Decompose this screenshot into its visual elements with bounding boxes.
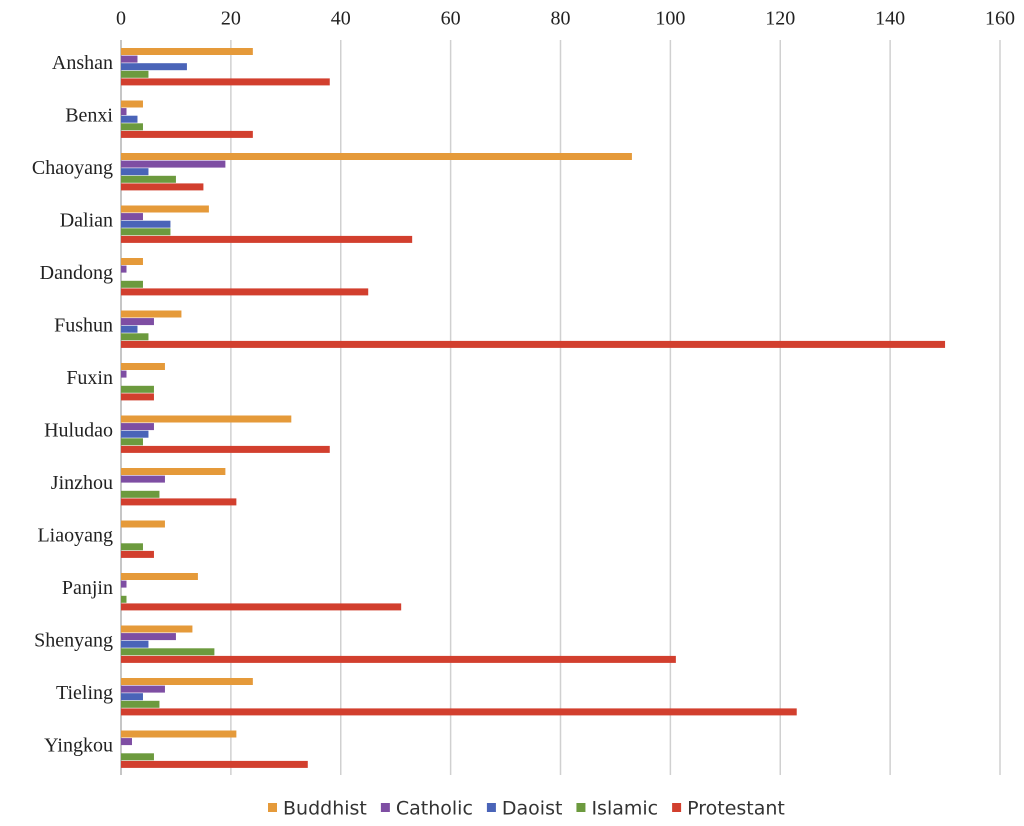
bar — [121, 340, 946, 348]
bar — [121, 430, 149, 438]
bar — [121, 370, 127, 378]
bar — [121, 310, 182, 318]
bar — [121, 213, 143, 221]
bar — [121, 63, 187, 71]
bar — [121, 543, 143, 551]
bar — [121, 70, 149, 78]
bar — [121, 385, 154, 393]
legend-label: Buddhist — [283, 798, 367, 820]
bar — [121, 603, 402, 611]
bar — [121, 700, 160, 708]
bar — [121, 738, 132, 746]
bar — [121, 640, 149, 648]
bar — [121, 438, 143, 446]
bar — [121, 625, 193, 633]
bar — [121, 168, 149, 176]
bar — [121, 730, 237, 738]
legend-swatch — [380, 803, 390, 812]
bar — [121, 573, 198, 580]
bar — [121, 153, 632, 160]
legend-swatch — [268, 803, 277, 812]
bar — [121, 678, 253, 685]
legend-swatch — [486, 803, 496, 812]
x-tick-label: 20 — [221, 8, 241, 30]
bar — [121, 55, 138, 63]
bar — [121, 445, 330, 453]
y-tick-label: Huludao — [44, 419, 113, 441]
bar — [121, 595, 127, 603]
bar — [121, 100, 143, 108]
bar — [121, 760, 308, 768]
y-tick-label: Dandong — [40, 262, 113, 284]
y-tick-label: Panjin — [62, 577, 113, 599]
bar — [121, 490, 160, 498]
x-tick-label: 100 — [655, 8, 685, 30]
bar — [121, 123, 143, 131]
bar — [121, 423, 154, 431]
legend-label: Islamic — [591, 798, 658, 820]
y-tick-label: Shenyang — [34, 629, 113, 651]
bar — [121, 108, 127, 116]
y-tick-label: Liaoyang — [37, 524, 113, 546]
bar — [121, 655, 676, 663]
bar — [121, 498, 237, 506]
bar — [121, 708, 797, 716]
bar — [121, 288, 369, 296]
y-tick-label: Yingkou — [44, 734, 113, 756]
bar — [121, 265, 127, 273]
bar — [121, 685, 165, 693]
x-tick-label: 140 — [875, 8, 905, 30]
x-tick-label: 160 — [985, 8, 1015, 30]
bar — [121, 48, 253, 55]
x-tick-label: 0 — [116, 8, 126, 30]
x-tick-label: 40 — [331, 8, 351, 30]
bar — [121, 550, 154, 558]
y-tick-label: Fushun — [54, 314, 113, 336]
bar — [121, 333, 149, 341]
bar — [121, 318, 154, 326]
bar — [121, 130, 253, 138]
y-tick-label: Fuxin — [66, 367, 113, 389]
legend: Buddhist Catholic Daoist Islamic Protestant — [268, 798, 785, 820]
y-tick-label: Tieling — [56, 682, 113, 704]
bar — [121, 753, 154, 761]
bar — [121, 160, 226, 168]
x-tick-label: 120 — [765, 8, 795, 30]
bar — [121, 393, 154, 401]
bar — [121, 280, 143, 288]
y-tick-label: Chaoyang — [32, 157, 113, 179]
y-tick-label: Anshan — [52, 52, 113, 74]
bar — [121, 363, 165, 370]
bar — [121, 468, 226, 475]
bar — [121, 520, 165, 528]
bar — [121, 235, 413, 243]
legend-swatch — [576, 803, 586, 812]
bar — [121, 693, 143, 701]
legend-label: Daoist — [502, 798, 563, 820]
bar — [121, 648, 215, 656]
bar — [121, 325, 138, 333]
legend-swatch — [672, 803, 682, 812]
x-tick-label: 60 — [441, 8, 461, 30]
bar — [121, 258, 143, 265]
y-tick-label: Benxi — [65, 104, 113, 126]
bar — [121, 580, 127, 588]
bar — [121, 228, 171, 236]
x-tick-label: 80 — [551, 8, 571, 30]
y-tick-label: Jinzhou — [51, 472, 113, 494]
y-tick-label: Dalian — [60, 209, 113, 231]
bar — [121, 415, 292, 423]
bar — [121, 78, 330, 86]
bar — [121, 633, 176, 641]
bar — [121, 475, 165, 483]
bar — [121, 205, 209, 213]
bar — [121, 115, 138, 123]
legend-label: Protestant — [687, 798, 785, 820]
bar — [121, 183, 204, 191]
legend-label: Catholic — [396, 798, 473, 820]
bar — [121, 220, 171, 228]
bar — [121, 175, 176, 183]
